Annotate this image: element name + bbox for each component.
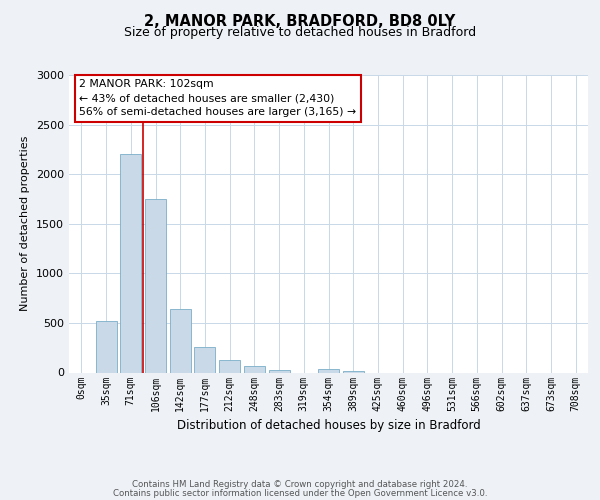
Bar bbox=[269, 370, 290, 372]
Bar bbox=[194, 346, 215, 372]
Bar bbox=[95, 321, 116, 372]
Bar bbox=[120, 154, 141, 372]
Text: Size of property relative to detached houses in Bradford: Size of property relative to detached ho… bbox=[124, 26, 476, 39]
Bar bbox=[145, 199, 166, 372]
Text: 2 MANOR PARK: 102sqm
← 43% of detached houses are smaller (2,430)
56% of semi-de: 2 MANOR PARK: 102sqm ← 43% of detached h… bbox=[79, 80, 356, 118]
Bar bbox=[219, 360, 240, 372]
Text: Contains public sector information licensed under the Open Government Licence v3: Contains public sector information licen… bbox=[113, 488, 487, 498]
Bar bbox=[170, 309, 191, 372]
Text: 2, MANOR PARK, BRADFORD, BD8 0LY: 2, MANOR PARK, BRADFORD, BD8 0LY bbox=[145, 14, 455, 29]
Y-axis label: Number of detached properties: Number of detached properties bbox=[20, 136, 31, 312]
Text: Contains HM Land Registry data © Crown copyright and database right 2024.: Contains HM Land Registry data © Crown c… bbox=[132, 480, 468, 489]
Bar bbox=[318, 368, 339, 372]
X-axis label: Distribution of detached houses by size in Bradford: Distribution of detached houses by size … bbox=[176, 419, 481, 432]
Bar bbox=[343, 370, 364, 372]
Bar bbox=[244, 366, 265, 372]
